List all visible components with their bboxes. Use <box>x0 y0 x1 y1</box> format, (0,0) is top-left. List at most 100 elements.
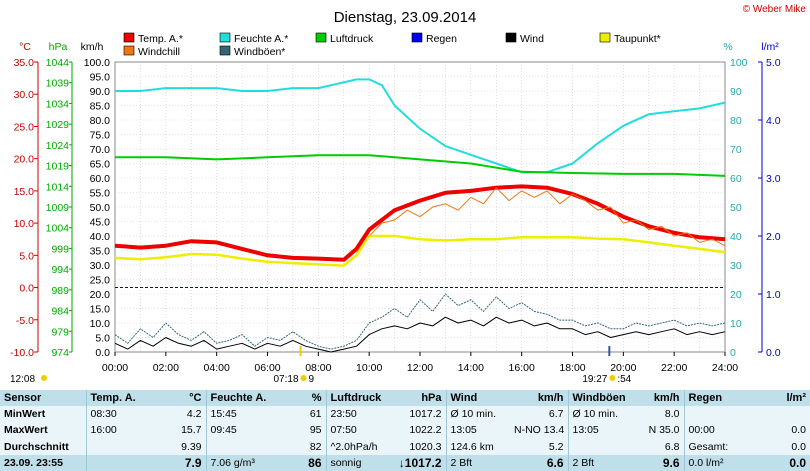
table-cell: sonnig <box>325 454 386 471</box>
pressure-tick: 1039 <box>46 78 70 90</box>
corner-sun-icon <box>41 375 47 381</box>
table-cell: 1020.3 <box>386 438 446 455</box>
table-cell: 0.0 <box>754 438 810 455</box>
table-cell: Sensor <box>0 390 86 407</box>
chart-grid <box>114 61 726 353</box>
rain-tick: 4.0 <box>766 115 781 127</box>
rain-tick: 3.0 <box>766 173 781 185</box>
legend-swatch <box>505 32 517 43</box>
sun-markers: 07:18 9 19:27:54 12:08 <box>10 346 632 385</box>
table-cell: km/h <box>630 390 684 407</box>
table-cell: 09:45 <box>205 422 282 439</box>
table-row: MinWert 08:30 4.2 15:45 61 23:50 1017.2 Ø 10 mi… <box>0 406 810 423</box>
speed-tick: 90.0 <box>90 86 111 98</box>
table-cell: 1022.2 <box>386 422 446 439</box>
series-line <box>356 187 726 253</box>
x-tick: 12:00 <box>407 362 433 374</box>
speed-tick: 100.0 <box>84 57 110 69</box>
table-cell: 124.6 km <box>445 438 510 455</box>
legend-label: Temp. A.* <box>138 33 183 45</box>
x-tick: 08:00 <box>305 362 331 374</box>
chart-legend: Temp. A.* Feuchte A.* Luftdruck Regen Wind Ta… <box>123 32 661 58</box>
series-line <box>114 316 726 353</box>
x-tick: 02:00 <box>153 362 179 374</box>
temp-tick: -5.0 <box>16 315 34 327</box>
unit-speed: km/h <box>81 41 104 53</box>
table-cell <box>85 454 146 471</box>
table-cell: 0.0 l/m² <box>683 454 754 471</box>
table-cell: 23.09. 23:55 <box>0 454 86 471</box>
table-cell: Feuchte A. <box>205 390 282 407</box>
speed-tick: 80.0 <box>90 115 111 127</box>
temp-tick: 5.0 <box>19 250 34 262</box>
chart-series <box>114 78 726 353</box>
table-cell: 1017.2 <box>386 406 446 423</box>
temp-tick: 0.0 <box>19 283 34 295</box>
temp-tick: 10.0 <box>14 218 35 230</box>
table-cell: Regen <box>683 390 754 407</box>
legend-label: Windchill <box>138 46 180 58</box>
pressure-tick: 1034 <box>46 98 70 110</box>
table-cell: °C <box>146 390 206 407</box>
table-row: Sensor Temp. A. °C Feuchte A.% Luftdruck hPa W… <box>0 390 810 407</box>
table-cell: 13:05 <box>567 422 630 439</box>
table-cell <box>683 406 754 423</box>
x-tick: 16:00 <box>509 362 535 374</box>
table-cell: 15.7 <box>146 422 206 439</box>
unit-pressure: hPa <box>49 41 68 53</box>
x-tick: 10:00 <box>356 362 382 374</box>
table-cell: 5.2 <box>510 438 568 455</box>
x-tick: 18:00 <box>559 362 585 374</box>
table-cell: ^2.0hPa/h <box>325 438 386 455</box>
humidity-tick: 50 <box>730 202 742 214</box>
table-cell: l/m² <box>754 390 810 407</box>
table-cell: % <box>282 390 326 407</box>
humidity-tick: 40 <box>730 231 742 243</box>
temp-tick: 30.0 <box>14 89 35 101</box>
series-line <box>114 234 726 267</box>
sunset-sub: :54 <box>617 374 631 385</box>
temp-tick: 15.0 <box>14 186 35 198</box>
speed-tick: 50.0 <box>90 202 111 214</box>
unit-temp: °C <box>19 41 31 53</box>
x-tick: 04:00 <box>204 362 230 374</box>
legend-label: Regen <box>426 33 457 45</box>
x-tick: 20:00 <box>610 362 636 374</box>
sunrise-icon <box>300 375 307 381</box>
legend-swatch <box>599 32 611 43</box>
series-line <box>115 78 726 174</box>
table-cell <box>567 438 630 455</box>
table-cell: 2 Bft <box>445 454 510 471</box>
table-cell: 6.6 <box>510 454 568 471</box>
speed-tick: 65.0 <box>90 159 111 171</box>
table-cell: Wind <box>445 390 510 407</box>
table-cell <box>754 406 810 423</box>
table-row: 23.09. 23:55 7.9 7.06 g/m³ 86 sonnig ↓1017.2 2… <box>0 454 810 471</box>
humidity-tick: 60 <box>730 173 742 185</box>
pressure-tick: 994 <box>51 264 69 276</box>
legend-swatch <box>411 32 423 43</box>
stats-table: Sensor Temp. A. °C Feuchte A.% Luftdruck hPa W… <box>0 390 810 471</box>
pressure-tick: 1029 <box>46 119 70 131</box>
sunset-icon <box>609 375 616 381</box>
humidity-tick: 100 <box>730 57 748 69</box>
pressure-tick: 989 <box>51 285 69 297</box>
pressure-tick: 1004 <box>46 223 70 235</box>
sunrise-sub: 9 <box>309 374 315 385</box>
table-cell: 9.6 <box>630 454 684 471</box>
speed-tick: 25.0 <box>90 275 111 287</box>
x-tick: 24:00 <box>712 362 738 374</box>
table-cell: 23:50 <box>325 406 386 423</box>
legend-swatch <box>219 45 231 56</box>
table-cell: 0.0 <box>754 454 810 471</box>
table-cell: 7.06 g/m³ <box>205 454 282 471</box>
legend-swatch <box>315 32 327 43</box>
table-cell: MinWert <box>0 406 86 423</box>
speed-tick: 35.0 <box>90 246 111 258</box>
rain-tick: 0.0 <box>766 347 781 359</box>
speed-tick: 15.0 <box>90 304 111 316</box>
table-cell: 13:05 <box>445 422 510 439</box>
x-tick: 06:00 <box>254 362 280 374</box>
table-row: MaxWert 16:00 15.7 09:45 95 07:50 1022.2 13:05 N… <box>0 422 810 439</box>
pressure-tick: 999 <box>51 243 69 255</box>
